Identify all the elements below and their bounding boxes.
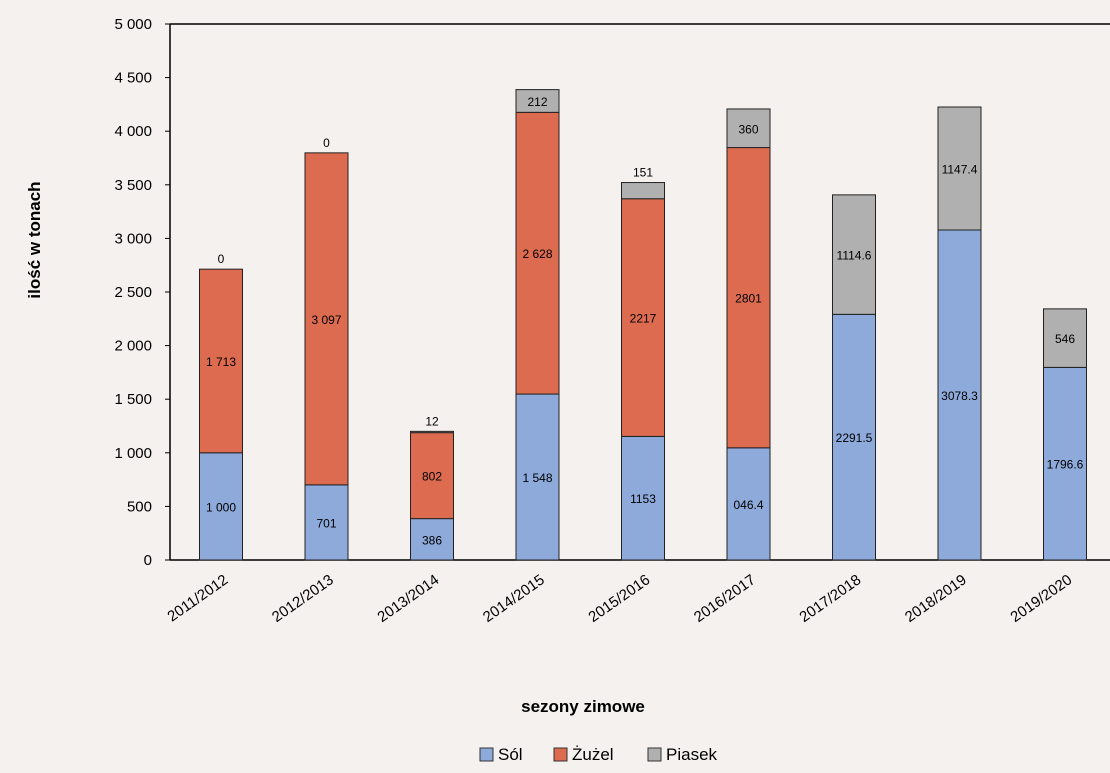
legend-label: Piasek <box>666 745 718 764</box>
bar-segment <box>410 430 454 434</box>
x-tick-label: 2016/2017 <box>691 571 759 626</box>
data-label: 386 <box>422 533 442 547</box>
data-label: 2801 <box>735 292 762 306</box>
y-axis: 0 500 1 000 1 500 2 000 2 500 3 000 3 500 4 000 4… <box>114 16 170 569</box>
y-tick-label: 3 000 <box>114 230 152 247</box>
bar-segment <box>410 432 454 520</box>
x-tick-label: 2013/2014 <box>374 571 442 626</box>
x-tick-label: 2015/2016 <box>585 571 653 626</box>
data-label: 212 <box>527 95 547 109</box>
bar-segment <box>1043 366 1087 561</box>
data-label: 1114.6 <box>837 249 872 263</box>
x-tick-label: 2019/2020 <box>1007 571 1075 626</box>
y-tick-label: 2 000 <box>114 338 152 355</box>
legend-label: Żużel <box>572 745 614 764</box>
legend-swatch <box>647 747 662 762</box>
bar-segment <box>621 435 665 561</box>
bar-segment <box>937 229 982 561</box>
x-tick-label: 2018/2019 <box>902 571 970 626</box>
x-tick-label: 2017/2018 <box>796 571 864 626</box>
bar-segment <box>937 106 982 231</box>
data-labels: 1 000 1 713 0 701 3 097 0 386 802 12 1 548 2 628 21… <box>206 95 1084 547</box>
bar-segment <box>515 111 560 395</box>
bar-segment <box>515 89 560 113</box>
bar-segment <box>726 147 771 449</box>
y-tick-label: 1 000 <box>114 445 152 462</box>
data-label: 12 <box>425 414 439 428</box>
y-tick-label: 3 500 <box>114 177 152 194</box>
bar-segment <box>621 182 665 200</box>
legend-swatch <box>553 747 568 762</box>
data-label: 2291.5 <box>836 431 873 445</box>
bar-segment <box>515 393 560 561</box>
data-label: 546 <box>1055 332 1075 346</box>
data-label: 1147.4 <box>942 163 978 177</box>
y-tick-label: 5 000 <box>114 16 152 33</box>
data-label: 3078.3 <box>941 389 978 403</box>
legend-swatch <box>479 747 494 762</box>
bars <box>199 89 1087 561</box>
data-label: 1 000 <box>206 500 236 514</box>
data-label: 701 <box>316 516 336 530</box>
y-tick-label: 2 500 <box>114 284 152 301</box>
bar-segment <box>832 194 876 315</box>
y-tick-label: 500 <box>127 498 152 515</box>
data-label: 151 <box>633 166 653 180</box>
bar-segment <box>199 268 243 454</box>
data-label: 1 548 <box>522 471 552 485</box>
y-tick-label: 1 500 <box>114 391 152 408</box>
bar-segment <box>1043 308 1087 368</box>
legend-label: Sól <box>498 745 523 764</box>
data-label: 3 097 <box>311 313 341 327</box>
y-axis-title: ilość w tonach <box>25 181 44 298</box>
data-label: 2217 <box>630 312 657 326</box>
data-label: 1796.6 <box>1047 458 1084 472</box>
x-tick-label: 2014/2015 <box>480 571 548 626</box>
x-axis: 2011/2012 2012/2013 2013/2014 2014/2015 2015… <box>164 571 1075 626</box>
data-label: 802 <box>422 470 442 484</box>
data-label: 0 <box>323 136 330 150</box>
bar-segment <box>832 313 876 561</box>
y-tick-label: 0 <box>144 552 152 569</box>
x-axis-title: sezony zimowe <box>521 697 645 716</box>
legend: Sól Żużel Piasek <box>479 745 718 764</box>
y-tick-label: 4 000 <box>114 123 152 140</box>
bar-segment <box>304 484 349 561</box>
data-label: 1153 <box>630 492 656 506</box>
data-label: 1 713 <box>206 355 236 369</box>
bar-segment <box>726 447 771 561</box>
bar-segment <box>621 198 665 437</box>
bar-segment <box>410 518 454 561</box>
x-tick-label: 2011/2012 <box>164 571 231 625</box>
data-label: 046.4 <box>733 498 763 512</box>
data-label: 360 <box>738 122 758 136</box>
x-tick-label: 2012/2013 <box>269 571 337 626</box>
data-label: 2 628 <box>522 247 552 261</box>
y-tick-label: 4 500 <box>114 70 152 87</box>
bar-segment <box>199 452 243 561</box>
bar-segment <box>726 108 771 149</box>
data-label: 0 <box>218 252 225 266</box>
bar-segment <box>304 152 349 486</box>
